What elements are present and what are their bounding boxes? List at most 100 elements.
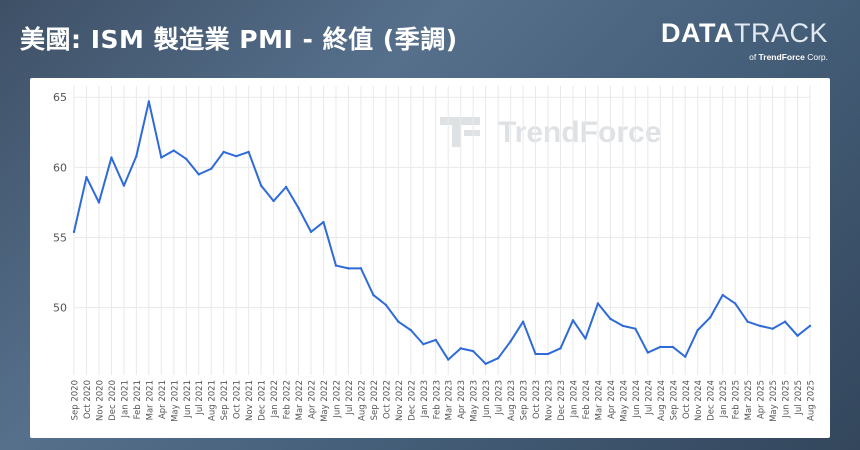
data-point [709,316,712,319]
x-tick-label: Nov 2020 [95,380,105,421]
data-point [297,206,300,210]
data-point [659,345,662,349]
data-point [733,302,737,305]
x-tick-label: Mar 2025 [744,380,754,420]
x-tick-label: Apr 2021 [158,380,168,419]
data-point [671,345,674,349]
data-point [397,320,400,323]
logo-brand-light: TRACK [733,18,828,48]
x-tick-label: Feb 2022 [283,380,293,419]
x-tick-label: Jun 2025 [782,380,792,419]
x-tick-label: Dec 2022 [407,380,417,421]
y-tick-label: 50 [53,302,67,315]
x-tick-label: Aug 2021 [208,380,218,421]
data-point [172,149,175,152]
pmi-line-chart: 50 55 60 65 Sep 2020 Oct 2020 Nov 2020 Dec 2020… [53,86,817,422]
data-point [347,267,350,270]
x-tick-label: Sep 2020 [71,380,81,420]
datatrack-logo: DATATRACK of TrendForce Corp. [661,18,828,66]
data-point [596,302,600,305]
data-point [422,342,425,346]
x-tick-label: Mar 2023 [445,380,455,420]
x-tick-label: Apr 2023 [457,380,467,419]
page-title: 美國: ISM 製造業 PMI - 終值 (季調) [20,25,458,54]
x-tick-label: Apr 2024 [607,380,617,419]
data-point [621,324,625,328]
x-tick-label: Jan 2023 [420,380,430,418]
data-point [559,347,562,350]
data-point [259,184,263,187]
x-tick-label: Mar 2024 [594,380,604,420]
x-tick-label: Sep 2023 [520,380,530,420]
data-point [521,320,525,323]
y-tick-label: 55 [53,232,67,245]
y-tick-label: 65 [53,91,67,104]
x-tick-label: Oct 2023 [532,380,542,419]
data-point [696,328,699,332]
x-tick-label: Nov 2021 [245,380,255,421]
x-tick-label: May 2022 [320,380,330,422]
data-point [584,337,587,340]
x-tick-label: Apr 2025 [757,380,767,419]
x-tick-label: Nov 2023 [545,380,555,421]
data-point [334,264,338,267]
data-point [609,317,612,321]
logo-subline: of TrendForce Corp. [749,52,828,62]
x-tick-label: Jan 2024 [569,380,579,418]
data-point [72,230,76,234]
watermark-text: TrendForce [498,116,662,149]
x-tick-label: Jul 2022 [345,380,355,416]
data-point [110,156,113,159]
x-tick-label: Jan 2022 [270,380,280,418]
header: 美國: ISM 製造業 PMI - 終值 (季調) DATATRACK of T… [0,0,860,78]
data-point [284,185,288,189]
x-tick-label: Dec 2021 [258,380,268,421]
data-point [746,320,749,323]
data-point [160,156,163,159]
x-tick-label: Feb 2025 [732,380,742,419]
x-tick-label: Sep 2024 [669,380,679,420]
chart-panel: TrendForce 50 55 60 65 Sep 2020 Oct 2020 Nov 2… [30,78,830,438]
data-point [496,356,500,360]
x-tick-label: Mar 2021 [145,380,155,420]
logo-sub-prefix: of [749,52,759,62]
x-tick-label: Nov 2024 [694,380,704,421]
x-tick-label: Jun 2022 [332,380,342,419]
x-tick-label: Jul 2025 [794,380,804,416]
data-point [546,352,550,356]
x-tick-label: Jul 2024 [644,380,654,416]
x-tick-label: Aug 2022 [357,380,367,421]
x-tick-label: Jun 2023 [482,380,492,419]
x-tick-label: May 2021 [170,380,180,422]
data-point [359,267,363,270]
pmi-series-line [73,100,811,365]
data-point [409,328,413,332]
data-point [97,201,101,204]
x-tick-label: Aug 2025 [807,380,817,421]
data-point [384,303,388,307]
data-point [197,173,200,176]
data-point [272,199,275,203]
x-tick-label: Feb 2024 [582,380,592,419]
x-tick-label: Oct 2022 [382,380,392,419]
data-point [85,175,88,179]
data-point [147,100,151,103]
data-point [534,352,537,356]
x-tick-label: Oct 2020 [83,380,93,419]
trendforce-watermark: TrendForce [438,114,738,154]
data-point [771,327,774,330]
x-tick-label: Jan 2021 [120,380,130,418]
x-tick-label: Jun 2021 [183,380,193,419]
x-tick-label: Jul 2023 [495,380,505,416]
data-point [434,338,437,342]
x-tick-label: Mar 2022 [295,380,305,420]
x-tick-label: Aug 2023 [507,380,517,421]
data-point [447,358,450,361]
data-point [646,351,650,354]
logo-sub-suffix: Corp. [804,52,828,62]
x-tick-label: Oct 2021 [233,380,243,419]
data-point [247,150,250,154]
logo-brand-bold: DATA [661,18,734,48]
data-point [459,347,462,350]
data-point [222,150,225,154]
